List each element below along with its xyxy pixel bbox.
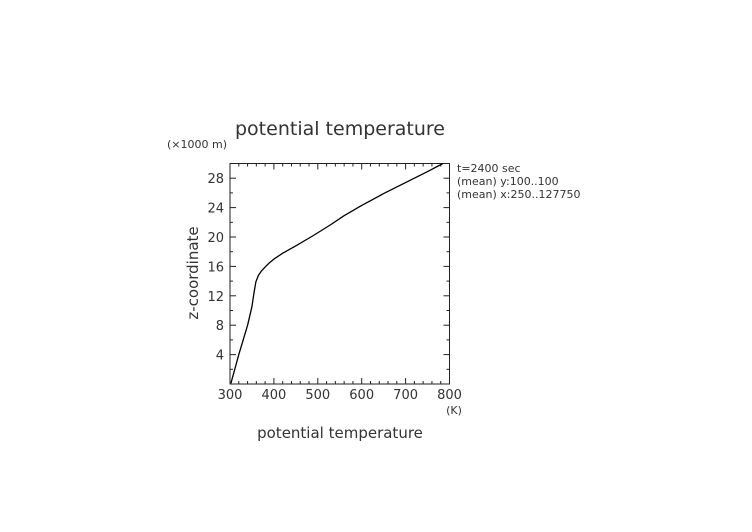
- y-tick-label: 12: [207, 290, 224, 305]
- y-axis-label: z-coordinate: [184, 226, 202, 319]
- x-tick-label: 800: [437, 388, 462, 403]
- x-tick-label: 700: [393, 388, 418, 403]
- x-axis-label: potential temperature: [257, 424, 423, 442]
- y-tick-label: 4: [216, 349, 224, 364]
- y-tick-label: 8: [216, 319, 224, 334]
- x-tick-label: 500: [305, 388, 330, 403]
- y-tick-label: 20: [207, 231, 224, 246]
- x-tick-label: 600: [349, 388, 374, 403]
- y-tick-label: 24: [207, 202, 224, 217]
- x-tick-label: 300: [218, 388, 243, 403]
- x-tick-label: 400: [261, 388, 286, 403]
- plot-frame: [229, 163, 450, 385]
- y-unit-label: (×1000 m): [167, 138, 227, 151]
- annotation-mean-y: (mean) y:100..100: [457, 175, 559, 188]
- y-tick-label: 28: [207, 172, 224, 187]
- y-tick-label: 16: [207, 260, 224, 275]
- series-line: [230, 162, 444, 384]
- annotation-time: t=2400 sec: [457, 162, 521, 175]
- chart-title: potential temperature: [235, 118, 445, 140]
- annotation-mean-x: (mean) x:250..127750: [457, 188, 580, 201]
- x-unit-label: (K): [446, 404, 462, 417]
